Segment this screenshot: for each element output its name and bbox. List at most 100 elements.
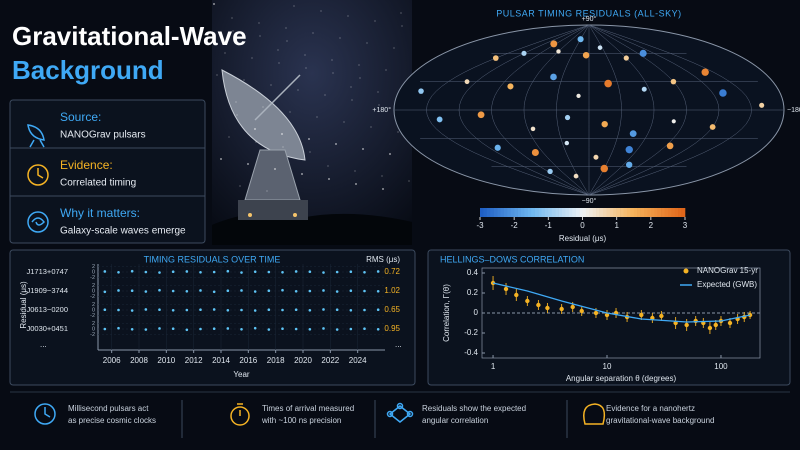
colorbar-cell <box>667 208 672 217</box>
point <box>226 308 230 312</box>
axis-label: +180° <box>372 106 391 114</box>
star <box>332 72 334 74</box>
star <box>328 178 330 180</box>
pulsar <box>494 144 501 151</box>
y-tick-label: -2 <box>90 275 95 281</box>
point <box>130 289 134 293</box>
colorbar-cell <box>681 208 686 217</box>
card-label: Why it matters: <box>60 206 140 220</box>
star <box>381 175 383 177</box>
rms-value: 1.02 <box>384 286 400 295</box>
star <box>347 15 349 17</box>
colorbar-tick-label: -1 <box>545 221 553 230</box>
point <box>308 327 312 331</box>
point <box>212 327 216 331</box>
colorbar-cell <box>599 208 604 217</box>
chart-title: TIMING RESIDUALS OVER TIME <box>144 254 281 264</box>
point <box>281 270 284 274</box>
pulsar <box>530 126 536 132</box>
colorbar-tick-label: -2 <box>511 221 519 230</box>
star <box>281 133 283 135</box>
star <box>232 30 234 32</box>
ellipsis: ... <box>40 340 47 349</box>
point <box>158 271 161 274</box>
pulsar <box>531 148 539 157</box>
point <box>604 312 610 318</box>
colorbar-cell <box>490 208 494 217</box>
star <box>293 5 295 7</box>
point <box>684 322 689 328</box>
colorbar-cell <box>572 208 576 217</box>
colorbar-cell <box>493 208 498 217</box>
star <box>385 69 387 71</box>
star <box>270 84 272 86</box>
y-tick-label: 2 <box>92 283 95 289</box>
point <box>199 308 202 312</box>
point <box>212 290 216 294</box>
colorbar-cell <box>568 208 573 217</box>
star <box>374 20 376 22</box>
star <box>274 168 276 170</box>
point <box>130 309 134 312</box>
pulsar <box>759 102 765 108</box>
pulsar <box>601 120 608 128</box>
footer-icons <box>34 400 606 438</box>
point <box>130 269 134 273</box>
point <box>185 328 189 332</box>
star <box>301 173 303 175</box>
axis-label: −90° <box>582 197 597 205</box>
point <box>158 288 161 292</box>
point <box>171 289 175 293</box>
colorbar-cell <box>534 208 539 217</box>
colorbar-cell <box>483 208 488 217</box>
point <box>171 308 175 312</box>
star <box>286 40 288 42</box>
colorbar-cell <box>657 208 662 217</box>
colorbar-cell <box>486 208 491 217</box>
colorbar-cell <box>527 208 532 217</box>
star <box>401 25 403 27</box>
star <box>216 74 218 76</box>
point <box>559 306 564 312</box>
star <box>258 22 260 24</box>
footer-text: as precise cosmic clocks <box>68 416 156 425</box>
point <box>158 327 161 330</box>
chart-title: HELLINGS–DOWS CORRELATION <box>440 254 584 264</box>
colorbar-cell <box>678 208 682 217</box>
colorbar-tick-label: -3 <box>476 221 484 230</box>
point <box>267 270 271 274</box>
star <box>251 57 253 59</box>
telescope-scene <box>212 0 412 245</box>
point <box>335 308 339 312</box>
card-icons <box>10 124 205 233</box>
pulsar <box>436 116 443 123</box>
point <box>171 270 175 274</box>
x-tick-label: 1 <box>491 362 496 371</box>
star <box>355 183 357 185</box>
point <box>226 327 230 330</box>
stars <box>213 3 410 192</box>
point <box>103 270 107 273</box>
star <box>378 104 380 106</box>
point <box>593 310 599 316</box>
star <box>308 138 310 140</box>
colorbar-cell <box>603 208 607 217</box>
star <box>247 163 249 165</box>
point <box>349 327 353 331</box>
series-name: J1909−3744 <box>27 286 69 295</box>
pulsar <box>604 79 612 88</box>
y-tick-label: 0.2 <box>467 288 479 297</box>
star <box>255 141 257 143</box>
pulsar <box>625 161 633 168</box>
point <box>308 308 312 312</box>
colorbar-cell <box>510 208 515 217</box>
pulsar <box>492 55 499 61</box>
ellipsis: ... <box>395 340 402 349</box>
colorbar-cell <box>647 208 652 217</box>
star <box>304 54 306 56</box>
footer-text: Evidence for a nanohertz <box>606 404 695 413</box>
pulsar <box>629 130 637 138</box>
point <box>335 328 339 331</box>
series-name: J0030+0451 <box>27 324 69 333</box>
colorbar-cell <box>671 208 676 217</box>
